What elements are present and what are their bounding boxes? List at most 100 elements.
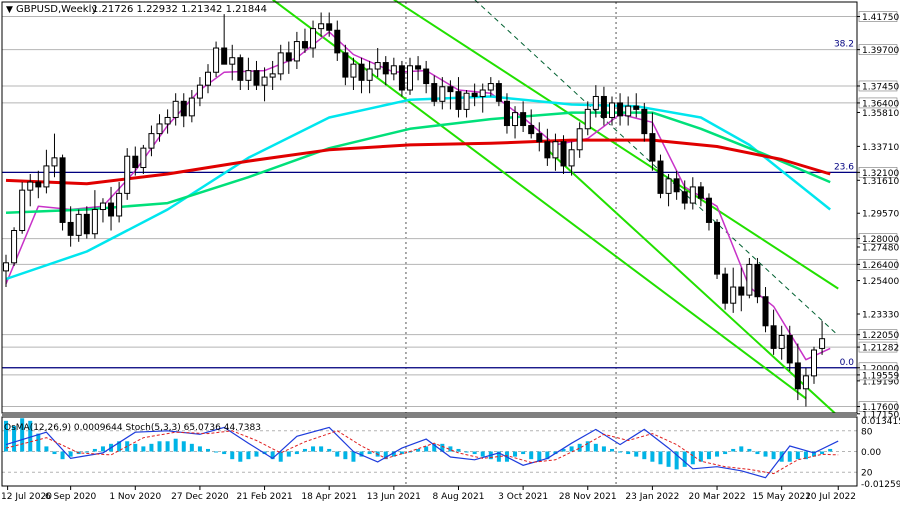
osma-bar (626, 451, 631, 455)
candle-body (778, 334, 785, 349)
candle-body (552, 141, 559, 159)
candle-body (536, 133, 543, 143)
osma-bar (803, 451, 808, 460)
candle-body (641, 108, 648, 135)
osma-bar (28, 420, 33, 452)
candle-body (180, 100, 187, 117)
candle-body (205, 71, 211, 86)
candle-body (269, 73, 276, 78)
candle-body (681, 191, 688, 204)
candle-body (407, 65, 413, 91)
candle-body (19, 189, 26, 232)
osma-bar (618, 451, 623, 453)
candle-body (730, 286, 737, 304)
osma-bar (391, 451, 396, 457)
candle-body (196, 84, 203, 99)
candle-body (75, 213, 82, 236)
candle-body (245, 70, 252, 81)
osma-bar (117, 441, 122, 452)
candle-body (229, 57, 236, 65)
osma-bar (254, 451, 259, 457)
osma-bar (238, 451, 243, 462)
osma-bar (302, 448, 307, 452)
indicator-tick-label: 0.00 (861, 448, 881, 458)
price-tick-label: 1.26400 (862, 261, 899, 271)
osma-bar (715, 451, 720, 457)
pane-separator (2, 413, 857, 417)
osma-bar (674, 451, 679, 470)
osma-bar (521, 451, 526, 455)
fib-label: 38.2 (834, 40, 854, 50)
candle-body (617, 102, 624, 117)
candle-body (770, 325, 777, 349)
candle-body (568, 149, 575, 167)
candle-body (310, 28, 317, 49)
candle-body (172, 100, 179, 118)
time-tick-label: 8 Aug 2021 (433, 492, 485, 502)
osma-bar (157, 441, 162, 452)
osma-bar (343, 451, 348, 460)
osma-bar (165, 441, 170, 452)
osma-bar (68, 451, 73, 457)
price-tick-label: 1.27480 (862, 243, 899, 253)
osma-bar (771, 451, 776, 460)
osma-bar (529, 451, 534, 460)
frame (1, 1, 858, 487)
price-tick-label: 1.25400 (862, 277, 899, 287)
symbol-dropdown-icon[interactable]: ▼ (6, 5, 13, 15)
candle-body (705, 197, 712, 223)
candle-body (59, 157, 66, 223)
candle-body (67, 221, 74, 236)
candle-body (576, 128, 583, 151)
osma-bar (206, 448, 210, 452)
candle-body (487, 83, 494, 91)
candle-body (285, 52, 292, 62)
candle-body (665, 178, 672, 194)
fib-label: 23.6 (834, 162, 854, 172)
osma-bar (399, 451, 404, 455)
fib-label: 0.0 (840, 358, 855, 368)
osma-bar (634, 451, 639, 457)
osma-bar (739, 446, 744, 452)
price-tick-label: 1.19190 (862, 377, 899, 387)
indicator-label: OsMA(12,26,9) 0.0009644 Stoch(5,3,3) 65.… (4, 423, 261, 433)
candle-body (786, 334, 793, 364)
candle-body (301, 41, 308, 49)
time-tick-label: 3 Oct 2021 (498, 492, 548, 502)
osma-bar (100, 446, 105, 452)
osma-bar (601, 446, 606, 452)
candle-body (673, 178, 680, 193)
candle-body (423, 68, 430, 85)
osma-bar (755, 451, 760, 455)
osma-bar (60, 451, 65, 460)
osma-bar (456, 448, 461, 452)
grid-layer (2, 2, 857, 486)
moving-average-line (5, 111, 831, 214)
price-tick-label: 1.36400 (862, 99, 899, 109)
osma-bar (84, 451, 89, 453)
candle-body (649, 133, 656, 162)
price-tick-label: 1.22050 (862, 331, 899, 341)
osma-bar (286, 451, 291, 457)
time-tick-label: 10 Jul 2022 (805, 492, 856, 502)
osma-bar (440, 443, 445, 452)
price-tick-label: 1.35810 (862, 109, 899, 119)
candle-body (83, 213, 90, 235)
osma-bar (92, 448, 97, 452)
candle-body (253, 70, 260, 86)
candle-body (51, 157, 58, 167)
price-tick-label: 1.21282 (862, 344, 899, 354)
osma-bar (181, 441, 186, 452)
candle-body (544, 141, 551, 159)
chart-labels: ▼ GBPUSD,Weekly 1.21726 1.22932 1.21342 … (4, 4, 267, 433)
candle-body (293, 41, 300, 62)
candle-body (600, 95, 607, 118)
price-tick-label: 1.17600 (862, 403, 899, 413)
time-tick-label: 13 Jun 2021 (367, 492, 421, 502)
price-tick-label: 1.32100 (862, 169, 899, 179)
osma-bar (4, 420, 8, 452)
price-tick-label: 1.37450 (862, 82, 899, 92)
candle-body (132, 155, 139, 169)
indicator-tick-label: 20 (861, 469, 873, 479)
